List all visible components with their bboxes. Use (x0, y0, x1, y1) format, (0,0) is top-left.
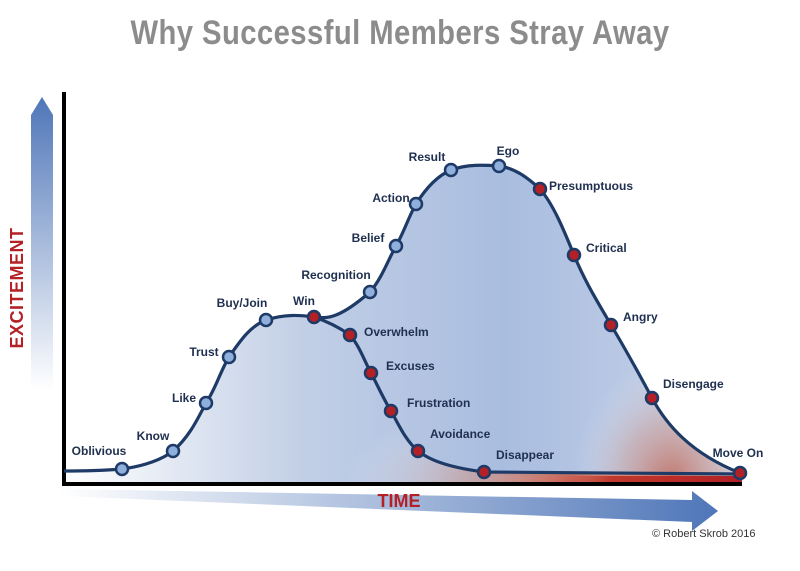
stage-label-critical: Critical (586, 241, 627, 255)
stage-marker-result (443, 162, 459, 178)
stage-label-like: Like (172, 391, 196, 405)
stage-marker-disengage (644, 390, 660, 406)
stage-marker-buy-join (258, 312, 274, 328)
x-axis-arrow (60, 489, 718, 531)
stage-label-frustration: Frustration (407, 396, 470, 410)
stage-label-disappear: Disappear (496, 448, 554, 462)
stage-marker-move-on (732, 465, 748, 481)
stage-label-disengage: Disengage (663, 377, 724, 391)
stage-marker-avoidance (410, 443, 426, 459)
y-axis-arrow (31, 97, 53, 390)
stage-label-overwhelm: Overwhelm (364, 325, 429, 339)
stage-markers (114, 158, 748, 481)
stage-label-avoidance: Avoidance (430, 427, 491, 441)
stage-marker-like (198, 395, 214, 411)
decline-shading (314, 317, 740, 483)
stage-marker-win (306, 309, 322, 325)
stage-label-result: Result (409, 150, 446, 164)
stage-marker-belief (388, 238, 404, 254)
x-axis-title: TIME (378, 491, 421, 511)
stage-label-angry: Angry (623, 310, 658, 324)
stage-label-move-on: Move On (713, 446, 764, 460)
stage-label-action: Action (372, 191, 409, 205)
stage-marker-frustration (383, 403, 399, 419)
y-axis-title: EXCITEMENT (7, 227, 27, 348)
stage-marker-overwhelm (342, 327, 358, 343)
stage-label-win: Win (293, 294, 315, 308)
stage-label-trust: Trust (189, 345, 218, 359)
stage-marker-know (165, 443, 181, 459)
stage-marker-ego (491, 158, 507, 174)
stage-label-oblivious: Oblivious (72, 444, 127, 458)
stage-marker-oblivious (114, 461, 130, 477)
stage-label-presumptuous: Presumptuous (549, 179, 633, 193)
stage-marker-presumptuous (532, 181, 548, 197)
stage-label-buy-join: Buy/Join (217, 296, 268, 310)
stage-marker-trust (221, 349, 237, 365)
stage-label-ego: Ego (497, 144, 520, 158)
stage-label-belief: Belief (352, 231, 386, 245)
stage-marker-action (408, 196, 424, 212)
stage-marker-recognition (362, 284, 378, 300)
stage-marker-disappear (476, 464, 492, 480)
stage-marker-angry (603, 317, 619, 333)
stage-marker-excuses (363, 365, 379, 381)
diagram-title: Why Successful Members Stray Away (130, 14, 670, 52)
stage-labels: Oblivious Know Like Trust Buy/Join Win Overwhe… (72, 144, 764, 462)
stage-label-know: Know (137, 429, 170, 443)
stage-label-recognition: Recognition (301, 268, 370, 282)
baseline-red-band (480, 476, 742, 482)
stage-label-excuses: Excuses (386, 359, 435, 373)
copyright-text: © Robert Skrob 2016 (652, 528, 756, 540)
angry-shading (560, 255, 740, 483)
stage-marker-critical (566, 247, 582, 263)
